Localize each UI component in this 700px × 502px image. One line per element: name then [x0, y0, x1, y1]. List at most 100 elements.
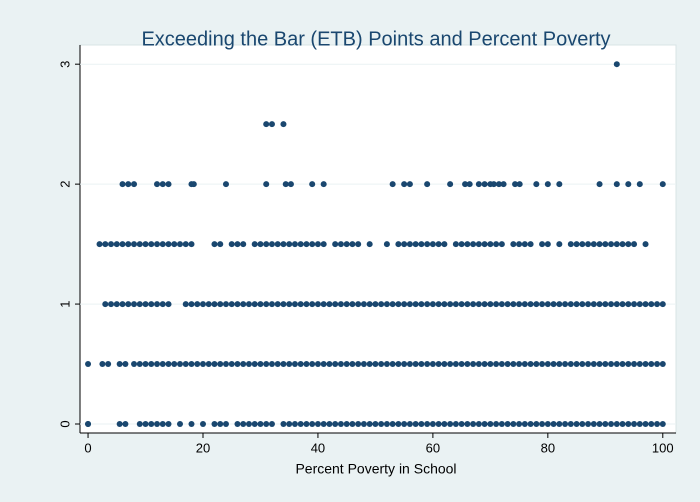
point — [406, 301, 413, 308]
point — [493, 361, 500, 368]
point — [240, 241, 247, 248]
point — [452, 241, 459, 248]
point — [642, 241, 649, 248]
point — [337, 421, 344, 428]
point — [222, 181, 229, 188]
point — [372, 301, 379, 308]
point — [464, 301, 471, 308]
point — [579, 241, 586, 248]
point — [332, 421, 339, 428]
point — [320, 361, 327, 368]
point — [556, 241, 563, 248]
point — [516, 361, 523, 368]
point — [142, 361, 149, 368]
point — [131, 361, 138, 368]
point — [590, 301, 597, 308]
point — [303, 361, 310, 368]
point — [228, 241, 235, 248]
point — [475, 361, 482, 368]
x-tick-label: 60 — [426, 440, 440, 455]
point — [314, 241, 321, 248]
point — [263, 121, 270, 128]
point — [487, 421, 494, 428]
point — [297, 421, 304, 428]
point — [349, 421, 356, 428]
point — [475, 301, 482, 308]
point — [573, 301, 580, 308]
point — [251, 421, 258, 428]
point — [142, 421, 149, 428]
point — [659, 361, 666, 368]
point — [602, 361, 609, 368]
point — [337, 301, 344, 308]
point — [85, 421, 92, 428]
point — [268, 241, 275, 248]
point — [291, 301, 298, 308]
point — [116, 361, 123, 368]
point — [481, 241, 488, 248]
point — [211, 301, 218, 308]
point — [481, 181, 488, 188]
point — [625, 361, 632, 368]
point — [188, 241, 195, 248]
point — [481, 301, 488, 308]
point — [567, 301, 574, 308]
point — [268, 361, 275, 368]
point — [188, 421, 195, 428]
y-tick-label: 1 — [57, 300, 72, 307]
point — [458, 421, 465, 428]
point — [585, 361, 592, 368]
point — [102, 301, 109, 308]
point — [136, 241, 143, 248]
point — [579, 361, 586, 368]
point — [654, 361, 661, 368]
point — [263, 421, 270, 428]
point — [464, 421, 471, 428]
point — [297, 241, 304, 248]
point — [105, 361, 112, 368]
point — [510, 241, 517, 248]
point — [332, 241, 339, 248]
point — [332, 361, 339, 368]
point — [435, 421, 442, 428]
point — [159, 421, 166, 428]
chart-title: Exceeding the Bar (ETB) Points and Perce… — [141, 28, 610, 50]
point — [493, 301, 500, 308]
point — [631, 241, 638, 248]
point — [642, 421, 649, 428]
point — [579, 421, 586, 428]
point — [96, 241, 103, 248]
point — [251, 361, 258, 368]
point — [533, 181, 540, 188]
point — [383, 241, 390, 248]
point — [447, 421, 454, 428]
point — [263, 181, 270, 188]
point — [148, 421, 155, 428]
point — [389, 181, 396, 188]
point — [337, 241, 344, 248]
point — [567, 361, 574, 368]
point — [177, 241, 184, 248]
point — [487, 241, 494, 248]
point — [240, 421, 247, 428]
point — [412, 421, 419, 428]
point — [544, 361, 551, 368]
point — [389, 361, 396, 368]
point — [544, 301, 551, 308]
point — [498, 241, 505, 248]
point — [613, 61, 620, 68]
point — [119, 301, 126, 308]
point — [516, 241, 523, 248]
point — [527, 361, 534, 368]
point — [648, 301, 655, 308]
point — [602, 421, 609, 428]
point — [251, 301, 258, 308]
point — [556, 181, 563, 188]
point — [360, 421, 367, 428]
point — [418, 241, 425, 248]
point — [136, 361, 143, 368]
point — [291, 421, 298, 428]
point — [441, 301, 448, 308]
x-tick-label: 80 — [541, 440, 555, 455]
point — [441, 241, 448, 248]
